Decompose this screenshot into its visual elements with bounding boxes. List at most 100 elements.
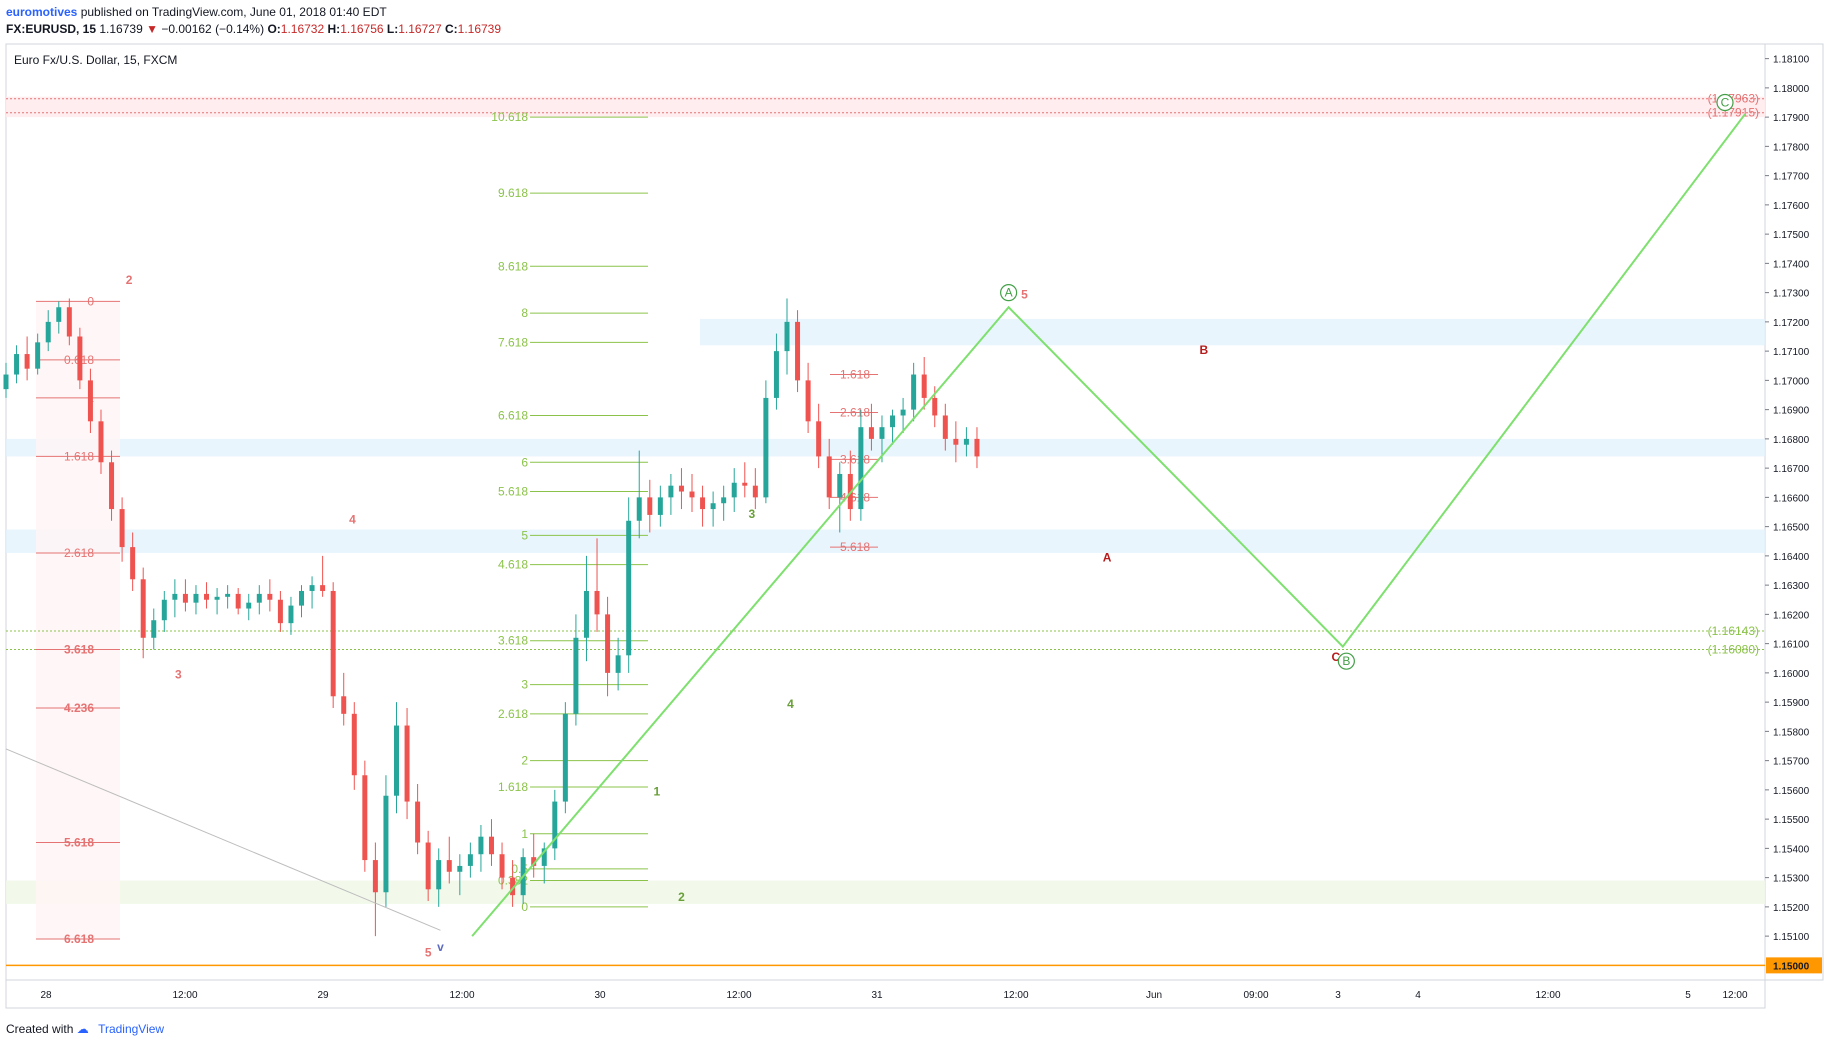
tradingview-logo-icon[interactable]: ☁ [76, 1022, 89, 1036]
tradingview-brand[interactable]: TradingView [98, 1022, 165, 1036]
current-price-tag [1766, 957, 1822, 974]
y-tick-label: 1.15200 [1773, 903, 1810, 914]
candle-body [615, 655, 621, 673]
fib-green-label: 1.618 [498, 780, 528, 794]
wave-label: 5 [1021, 287, 1028, 301]
candle-body [362, 775, 368, 861]
x-tick-label: 12:00 [726, 990, 751, 1001]
x-tick-label: 12:00 [1722, 990, 1747, 1001]
candle-body [309, 585, 315, 591]
candle-body [942, 415, 948, 439]
fib-red-label: 1.618 [64, 449, 94, 463]
wave-label: 3 [175, 668, 182, 682]
x-tick-label: 4 [1415, 990, 1421, 1001]
x-tick-label: 12:00 [1003, 990, 1028, 1001]
fib-red-label: 3.618 [64, 642, 94, 656]
candle-body [119, 509, 125, 548]
y-tick-label: 1.16400 [1773, 552, 1810, 563]
candle-body [784, 321, 790, 352]
candle-body [594, 590, 600, 615]
candle-body [457, 865, 463, 872]
y-tick-label: 1.17100 [1773, 347, 1810, 358]
y-tick-label: 1.17400 [1773, 259, 1810, 270]
candle-body [911, 374, 917, 410]
candle-body [246, 602, 252, 609]
open-label: O: [267, 22, 281, 36]
low-label: L: [386, 22, 399, 36]
x-tick-label: 12:00 [172, 990, 197, 1001]
candle-body [320, 585, 326, 591]
candle-body [299, 590, 305, 606]
y-tick-label: 1.16200 [1773, 610, 1810, 621]
y-tick-label: 1.17000 [1773, 376, 1810, 387]
legend-text: Euro Fx/U.S. Dollar, 15, FXCM [14, 53, 177, 67]
candle-body [974, 438, 980, 457]
y-tick-label: 1.15300 [1773, 874, 1810, 885]
y-tick-label: 1.17600 [1773, 201, 1810, 212]
wave-label: 2 [678, 890, 685, 904]
candle-body [45, 321, 51, 343]
y-tick-label: 1.16300 [1773, 581, 1810, 592]
candle-body [562, 713, 568, 802]
y-tick-label: 1.15500 [1773, 815, 1810, 826]
down-arrow-icon: ▼ [146, 22, 158, 36]
candle-body [700, 497, 706, 510]
y-tick-label: 1.16600 [1773, 493, 1810, 504]
time-axis[interactable] [5, 979, 1766, 1009]
resistance-zone-red [6, 96, 1765, 118]
fib-green-label: 5 [521, 528, 528, 542]
y-tick-label: 1.18000 [1773, 84, 1810, 95]
zone-green-bottom [6, 880, 1765, 904]
candle-body [795, 321, 801, 381]
fib-green-label: 6 [521, 455, 528, 469]
candle-body [35, 342, 41, 369]
x-tick-label: Jun [1146, 990, 1162, 1001]
candle-body [151, 620, 157, 638]
candle-body [415, 801, 421, 843]
price-level-label: (1.16080) [1708, 642, 1759, 656]
candle-body [256, 593, 262, 603]
candle-body [436, 860, 442, 890]
trend-line-gray [5, 748, 441, 931]
candle-body [541, 848, 547, 866]
fib-red-label: 0 [87, 294, 94, 308]
candle-body [66, 307, 72, 337]
candle-body [921, 374, 927, 398]
publisher-name[interactable]: euromotives [6, 5, 78, 19]
candle-body [583, 590, 589, 638]
candle-body [963, 438, 969, 445]
candle-body [98, 421, 104, 463]
y-tick-label: 1.16100 [1773, 640, 1810, 651]
fib-green-label: 5.618 [498, 485, 528, 499]
candle-body [900, 409, 906, 416]
candle-body [763, 397, 769, 498]
candle-body [868, 427, 874, 439]
wave-label: v [437, 940, 444, 954]
open-value: 1.16732 [280, 22, 325, 36]
plot-area[interactable] [5, 43, 1766, 981]
wave-label: 4 [349, 513, 356, 527]
candle-body [890, 415, 896, 428]
close-label: C: [444, 22, 458, 36]
candle-body [953, 438, 959, 445]
published-text: published on TradingView.com, June 01, 2… [80, 5, 387, 19]
projection-path [471, 113, 1746, 937]
candle-body [425, 842, 431, 890]
candle-body [109, 462, 115, 510]
candle-body [773, 351, 779, 398]
price-axis[interactable] [1764, 43, 1824, 981]
y-tick-label: 1.16900 [1773, 406, 1810, 417]
x-tick-label: 5 [1685, 990, 1691, 1001]
circled-wave-label: C [1721, 96, 1730, 110]
fib-red-mid-label: 1.618 [840, 368, 870, 382]
fib-green-label: 9.618 [498, 186, 528, 200]
last-price: 1.16739 [99, 22, 143, 36]
candle-body [626, 520, 632, 656]
y-tick-label: 1.17800 [1773, 142, 1810, 153]
candle-body [446, 860, 452, 872]
circled-wave-marker [1337, 652, 1355, 670]
fib-red-mid-label: 2.618 [840, 406, 870, 420]
candle-body [721, 497, 727, 504]
fib-green-label: 3.618 [498, 634, 528, 648]
